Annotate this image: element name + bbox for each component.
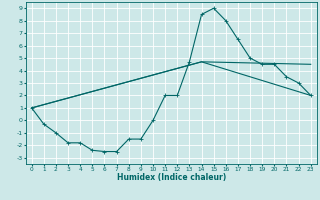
X-axis label: Humidex (Indice chaleur): Humidex (Indice chaleur) [116, 173, 226, 182]
